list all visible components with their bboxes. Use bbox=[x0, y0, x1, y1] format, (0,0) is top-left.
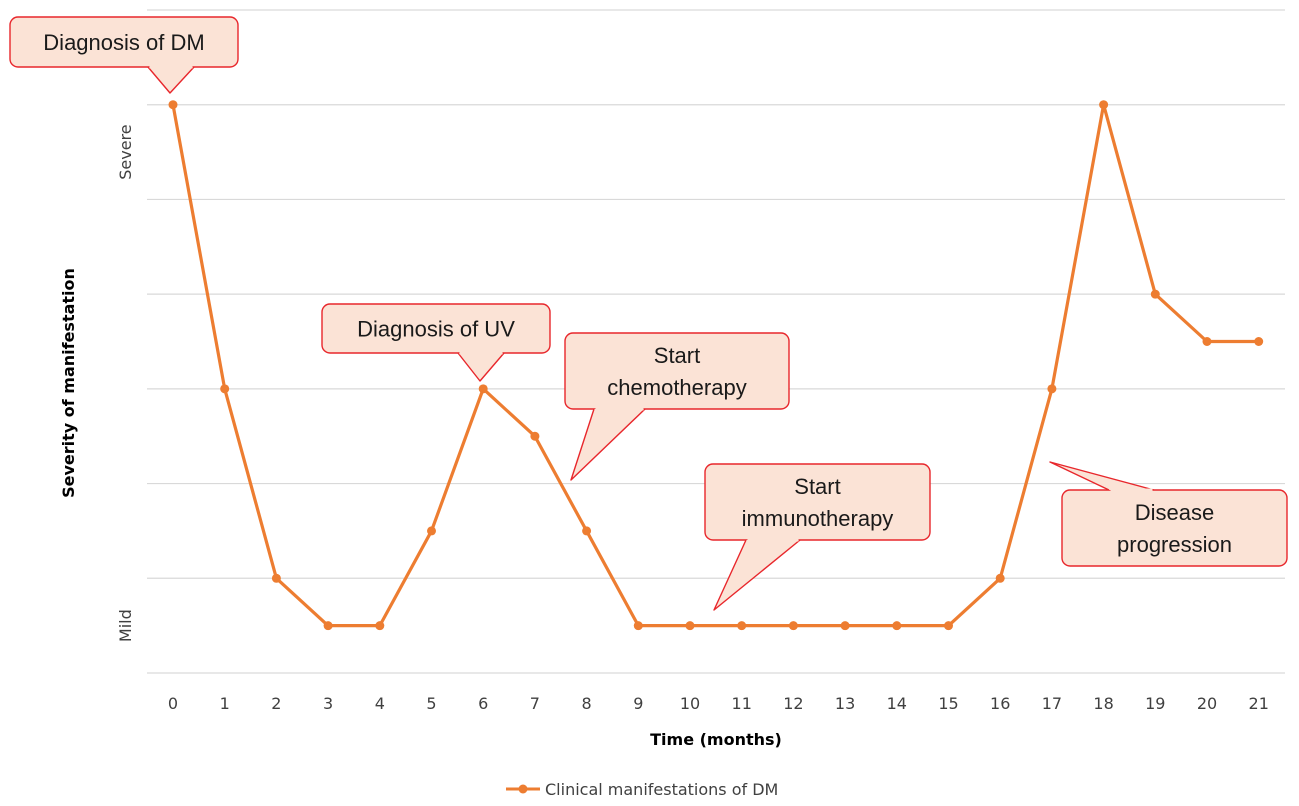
x-tick-label: 7 bbox=[530, 694, 540, 713]
data-point bbox=[1099, 100, 1109, 110]
callout-box bbox=[9, 16, 239, 68]
callout-text: Disease bbox=[1135, 500, 1214, 525]
x-tick-label: 2 bbox=[271, 694, 281, 713]
x-tick-label: 1 bbox=[220, 694, 230, 713]
callout-pointer bbox=[1049, 461, 1155, 491]
x-tick-label: 11 bbox=[732, 694, 752, 713]
x-tick-label: 8 bbox=[582, 694, 592, 713]
data-point bbox=[220, 384, 230, 394]
callout: Disease progression bbox=[1049, 461, 1288, 567]
callout-box bbox=[1061, 489, 1288, 567]
x-tick-label: 13 bbox=[835, 694, 855, 713]
x-tick-label: 17 bbox=[1042, 694, 1062, 713]
data-point bbox=[1047, 384, 1057, 394]
data-point bbox=[1254, 337, 1264, 346]
y-tick-label-mild: Mild bbox=[116, 609, 135, 642]
x-tick-label: 15 bbox=[938, 694, 958, 713]
callout: Diagnosis of UV bbox=[321, 303, 551, 382]
data-point bbox=[168, 100, 178, 110]
legend: Clinical manifestations of DM bbox=[506, 780, 778, 799]
data-point bbox=[1150, 289, 1160, 299]
legend-marker-swatch bbox=[518, 784, 528, 794]
x-tick-label: 10 bbox=[680, 694, 700, 713]
x-tick-label: 5 bbox=[426, 694, 436, 713]
callout-text: progression bbox=[1117, 532, 1232, 557]
callout-pointer bbox=[457, 352, 505, 382]
series-layer bbox=[168, 100, 1264, 631]
callout-text: Start bbox=[654, 343, 700, 368]
x-tick-label: 3 bbox=[323, 694, 333, 713]
x-tick-label: 9 bbox=[633, 694, 643, 713]
x-tick-label: 19 bbox=[1145, 694, 1165, 713]
y-axis-ticks: Severe Mild bbox=[116, 124, 135, 642]
x-axis-ticks: 0 1 2 3 4 5 6 7 8 9 10 11 12 13 14 15 16 17 18 19 20 21 bbox=[168, 694, 1269, 713]
x-tick-label: 6 bbox=[478, 694, 488, 713]
data-point bbox=[685, 621, 695, 631]
x-tick-label: 12 bbox=[783, 694, 803, 713]
callouts-layer: Diagnosis of DM Diagnosis of UV Start chemo… bbox=[9, 16, 1288, 611]
callout-pointer bbox=[147, 66, 195, 94]
data-point bbox=[427, 526, 436, 536]
callout: Diagnosis of DM bbox=[9, 16, 239, 94]
callout-box bbox=[321, 303, 551, 354]
data-point bbox=[375, 621, 385, 631]
callout-text: chemotherapy bbox=[607, 375, 746, 400]
callout-text: Diagnosis of UV bbox=[357, 317, 515, 342]
y-tick-label-severe: Severe bbox=[116, 124, 135, 179]
x-tick-label: 16 bbox=[990, 694, 1010, 713]
x-tick-label: 20 bbox=[1197, 694, 1217, 713]
data-point bbox=[944, 621, 953, 631]
data-point bbox=[737, 621, 747, 631]
data-point bbox=[788, 621, 798, 631]
x-tick-label: 14 bbox=[887, 694, 907, 713]
callout-pointer bbox=[713, 539, 801, 611]
callout-box bbox=[564, 332, 790, 410]
data-point bbox=[271, 573, 281, 583]
callout-text: immunotherapy bbox=[742, 506, 894, 531]
data-point bbox=[582, 526, 592, 536]
series-line bbox=[171, 103, 1259, 628]
legend-label: Clinical manifestations of DM bbox=[545, 780, 778, 799]
data-point bbox=[1202, 337, 1212, 346]
x-axis-title: Time (months) bbox=[650, 730, 782, 749]
callout-pointer bbox=[570, 408, 646, 481]
data-point bbox=[530, 431, 540, 441]
data-point bbox=[840, 621, 850, 631]
callout-box bbox=[704, 463, 931, 541]
x-tick-label: 18 bbox=[1093, 694, 1113, 713]
data-point bbox=[633, 621, 643, 631]
x-tick-label: 0 bbox=[168, 694, 178, 713]
data-point bbox=[478, 384, 488, 394]
callout: Start chemotherapy bbox=[564, 332, 790, 481]
callout-text: Start bbox=[794, 474, 840, 499]
x-tick-label: 21 bbox=[1249, 694, 1269, 713]
x-tick-label: 4 bbox=[375, 694, 385, 713]
callout-text: Diagnosis of DM bbox=[43, 30, 204, 55]
data-point bbox=[323, 621, 333, 631]
y-axis-title: Severity of manifestation bbox=[59, 268, 78, 498]
callout: Start immunotherapy bbox=[704, 463, 931, 611]
data-point bbox=[892, 621, 902, 631]
data-point bbox=[995, 573, 1005, 583]
